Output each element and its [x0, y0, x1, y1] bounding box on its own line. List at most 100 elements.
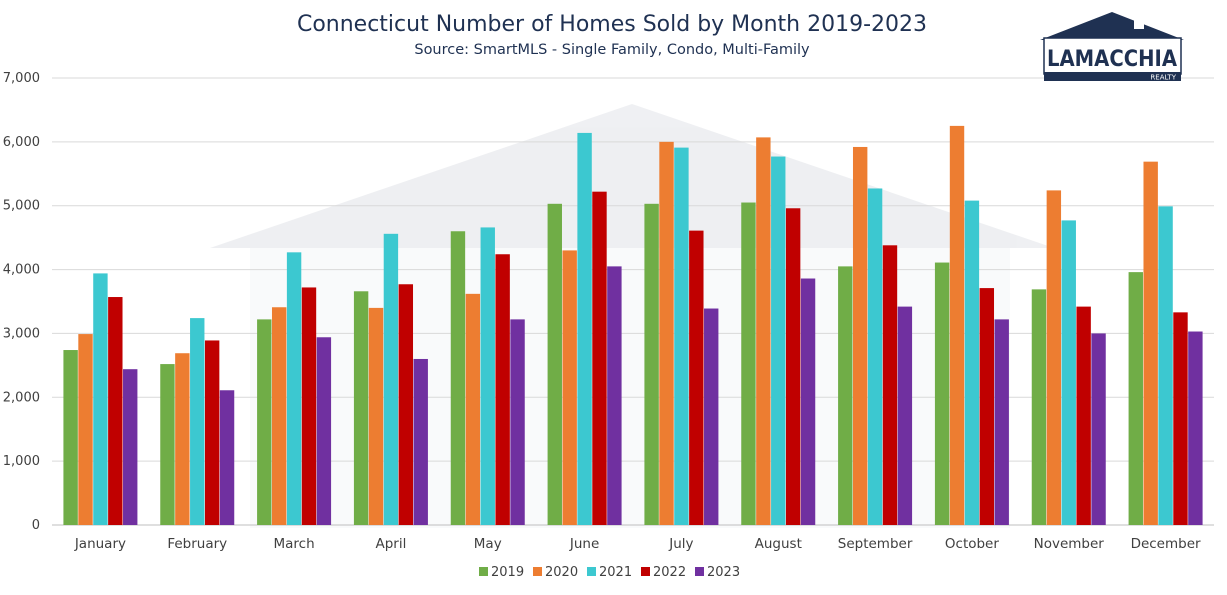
bar-november-2023: [1091, 333, 1106, 525]
bar-may-2021: [480, 227, 495, 525]
bar-may-2020: [465, 293, 481, 525]
bar-october-2023: [994, 319, 1009, 525]
y-tick-label: 0: [32, 518, 40, 533]
bar-september-2022: [882, 245, 898, 525]
bar-december-2021: [1158, 206, 1173, 526]
logo-subtext: REALTY: [1150, 74, 1176, 82]
bar-february-2021: [190, 318, 205, 525]
legend-label-2021: 2021: [599, 565, 632, 580]
bar-december-2023: [1188, 331, 1203, 525]
x-tick-label: December: [1131, 536, 1201, 552]
bar-july-2022: [689, 230, 704, 525]
bar-october-2022: [979, 288, 995, 525]
bar-september-2023: [897, 306, 913, 525]
bar-february-2019: [160, 364, 175, 525]
x-tick-label: July: [668, 536, 693, 552]
bar-december-2020: [1143, 161, 1158, 525]
bar-august-2020: [756, 137, 771, 525]
legend-label-2023: 2023: [707, 565, 740, 580]
y-tick-label: 7,000: [3, 71, 40, 86]
logo-roof-icon: [1040, 12, 1184, 40]
bar-march-2019: [257, 319, 272, 525]
bar-april-2019: [353, 291, 369, 525]
bar-april-2023: [413, 358, 428, 525]
bar-october-2019: [934, 262, 950, 525]
bar-september-2019: [838, 266, 853, 525]
bar-january-2020: [78, 334, 93, 525]
legend-swatch-2022: [641, 567, 650, 576]
x-tick-label: October: [945, 536, 999, 552]
x-tick-label: April: [375, 536, 406, 552]
bar-april-2022: [398, 284, 414, 525]
bar-november-2021: [1061, 220, 1076, 525]
x-tick-label: February: [167, 536, 227, 552]
x-tick-label: August: [755, 536, 802, 552]
bar-february-2020: [175, 353, 190, 525]
brand-logo: LAMACCHIA REALTY: [1040, 12, 1184, 82]
bar-july-2020: [659, 141, 674, 525]
y-tick-label: 2,000: [3, 390, 40, 405]
bar-december-2022: [1173, 312, 1188, 525]
legend-swatch-2019: [479, 567, 488, 576]
legend-label-2019: 2019: [491, 565, 524, 580]
bar-may-2022: [495, 254, 510, 525]
y-tick-label: 6,000: [3, 135, 40, 150]
bar-july-2023: [704, 308, 719, 525]
bar-june-2021: [577, 132, 592, 525]
bar-august-2019: [741, 202, 756, 525]
gridlines: [52, 77, 1214, 526]
bar-july-2019: [644, 203, 659, 525]
bar-december-2019: [1128, 272, 1143, 525]
bar-april-2020: [368, 307, 384, 525]
bar-november-2022: [1076, 306, 1091, 525]
bar-april-2021: [383, 233, 399, 525]
x-tick-label: January: [74, 536, 126, 552]
logo-window-icon: [1134, 20, 1144, 29]
x-tick-label: September: [838, 536, 913, 552]
bar-november-2019: [1031, 289, 1047, 525]
bar-january-2022: [108, 297, 123, 525]
bar-september-2021: [867, 188, 883, 526]
bar-august-2021: [771, 156, 786, 525]
chart-title: Connecticut Number of Homes Sold by Mont…: [297, 12, 927, 37]
x-axis-labels: January February March April May June July Augu…: [74, 536, 1201, 552]
bar-june-2023: [607, 266, 622, 525]
legend-label-2022: 2022: [653, 565, 686, 580]
bar-january-2019: [63, 350, 78, 525]
bar-june-2020: [562, 250, 577, 525]
bar-august-2022: [785, 208, 801, 526]
bar-may-2019: [450, 231, 466, 525]
bar-may-2023: [510, 319, 525, 525]
x-tick-label: November: [1034, 536, 1105, 552]
bar-march-2020: [271, 307, 287, 525]
bar-march-2022: [301, 287, 317, 525]
bar-february-2022: [204, 340, 220, 525]
bar-march-2023: [316, 337, 332, 525]
bar-august-2023: [800, 278, 816, 525]
legend-swatch-2020: [533, 567, 542, 576]
bar-february-2023: [219, 390, 235, 525]
chart-subtitle: Source: SmartMLS - Single Family, Condo,…: [414, 42, 810, 58]
y-tick-label: 4,000: [3, 263, 40, 278]
bars: [63, 125, 1203, 526]
legend-swatch-2021: [587, 567, 596, 576]
x-tick-label: June: [569, 536, 599, 552]
y-tick-label: 1,000: [3, 454, 40, 469]
y-axis-ticks: 0 1,000 2,000 3,000 4,000 5,000 6,000 7,000: [3, 71, 40, 533]
bar-november-2020: [1046, 190, 1062, 526]
x-tick-label: May: [474, 536, 502, 552]
y-tick-label: 5,000: [3, 199, 40, 214]
legend-swatch-2023: [695, 567, 704, 576]
house-watermark: [210, 104, 1054, 248]
legend-label-2020: 2020: [545, 565, 578, 580]
bar-january-2021: [93, 273, 108, 525]
bar-june-2019: [547, 203, 562, 525]
logo-wordmark: LAMACCHIA: [1047, 47, 1177, 72]
x-tick-label: March: [274, 536, 315, 552]
bar-october-2020: [949, 125, 965, 526]
bar-october-2021: [964, 200, 980, 525]
bar-september-2020: [852, 146, 868, 526]
bar-june-2022: [592, 191, 607, 525]
y-tick-label: 3,000: [3, 326, 40, 341]
